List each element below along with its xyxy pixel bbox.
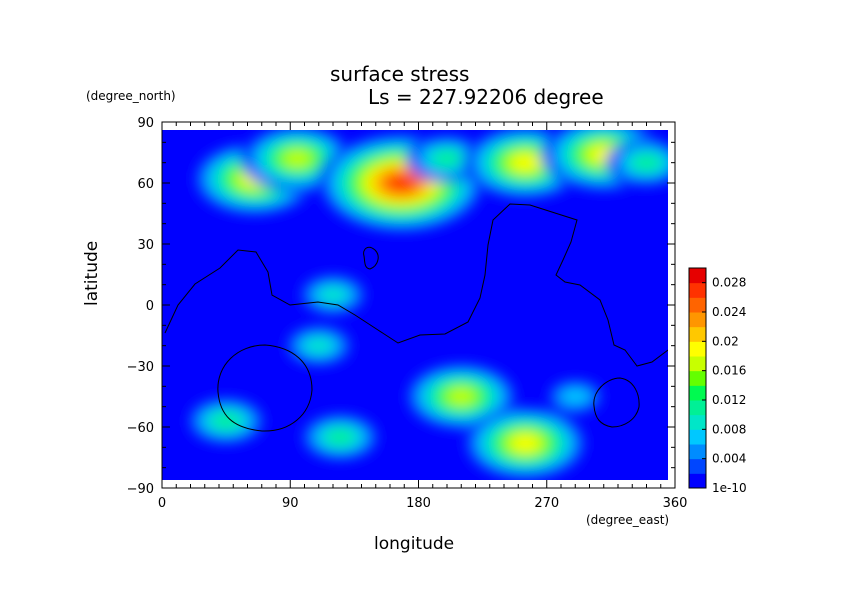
y-tick-label: 0 [146,299,154,314]
colorbar-swatch [689,400,706,416]
field-hotspots [185,130,668,480]
y-tick-label: 90 [137,116,154,131]
axes: 0 90 180 270 360 90 60 30 0 −30 −60 −90 [127,116,688,511]
colorbar-swatch [689,473,706,489]
colorbar-swatch [689,356,706,372]
stress-hotspot [283,150,311,167]
stress-hotspot [632,154,661,171]
stress-hotspot [561,388,589,405]
colorbar-swatch [689,385,706,401]
colorbar-swatch [689,312,706,328]
stress-hotspot [511,435,539,452]
x-tick-label: 360 [663,496,688,511]
stress-hotspot [511,154,539,171]
y-tick-label: 30 [137,238,154,253]
colorbar-swatch [689,458,706,474]
stress-hotspot [305,337,333,354]
y-tick-label: 60 [137,177,154,192]
stress-hotspot [319,286,347,303]
colorbar-swatch [689,444,706,460]
stress-hotspot [212,412,240,429]
stress-hotspot [387,175,415,191]
coastline-contours [164,203,668,432]
colorbar-swatch [689,297,706,313]
colorbar-label: 0.008 [712,422,746,436]
colorbar: 0.028 0.024 0.02 0.016 0.012 0.008 0.004 1e-10 [688,267,747,495]
colorbar-swatch [689,282,706,298]
colorbar-label: 0.024 [712,305,746,319]
stress-hotspot [447,388,475,405]
stress-hotspot [326,429,354,446]
coastline-contour [593,377,640,428]
colorbar-label: 0.004 [712,452,746,466]
colorbar-label: 0.02 [712,334,739,348]
colorbar-label: 0.016 [712,364,746,378]
coastline-contour [217,344,313,432]
stress-field [162,130,668,480]
colorbar-label: 0.028 [712,276,746,290]
colorbar-swatch [689,326,706,342]
x-tick-label: 90 [282,496,299,511]
coastline-contour [363,246,379,270]
colorbar-label: 1e-10 [712,481,747,495]
colorbar-swatch [689,429,706,445]
y-axis-unit: (degree_north) [86,89,176,103]
x-tick-label: 180 [406,496,431,511]
colorbar-label: 0.012 [712,393,746,407]
y-tick-label: −30 [127,360,154,375]
colorbar-frame [688,267,707,489]
colorbar-swatch [689,341,706,357]
chart-title: surface stress [330,62,470,86]
y-tick-label: −60 [127,421,154,436]
colorbar-swatch [689,268,706,284]
x-tick-label: 0 [158,496,166,511]
colorbar-swatch [689,370,706,386]
x-tick-label: 270 [534,496,559,511]
colorbar-swatch [689,414,706,430]
x-axis-unit: (degree_east) [586,513,670,527]
chart-subtitle: Ls = 227.92206 degree [368,85,604,109]
stress-hotspot [433,150,461,167]
y-tick-label: −90 [127,482,154,497]
x-axis-label: longitude [374,534,455,554]
coastline-contour [164,203,668,367]
